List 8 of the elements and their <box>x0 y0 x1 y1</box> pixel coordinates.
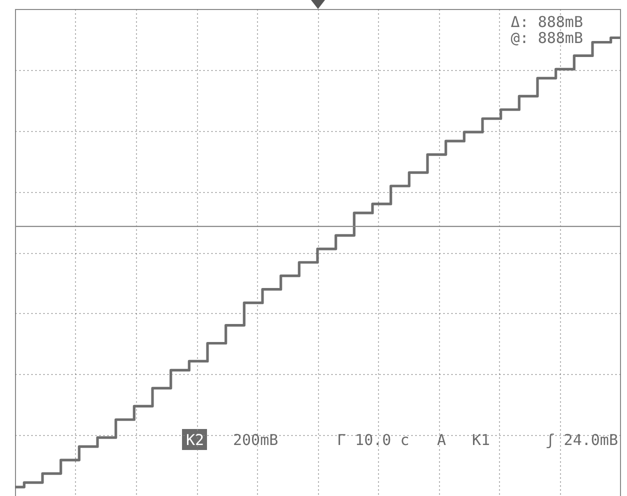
annotation: 200mB <box>233 431 278 449</box>
text: Δ: 888mB <box>510 13 583 31</box>
annotation: ʃ 24.0mB <box>546 431 618 449</box>
annotation: K1 <box>472 431 490 449</box>
annotation: A <box>437 431 446 449</box>
annotation: Γ 10.0 c <box>337 431 410 449</box>
annotation: K2 <box>186 431 204 449</box>
annotation: @: 888mB <box>510 29 583 47</box>
